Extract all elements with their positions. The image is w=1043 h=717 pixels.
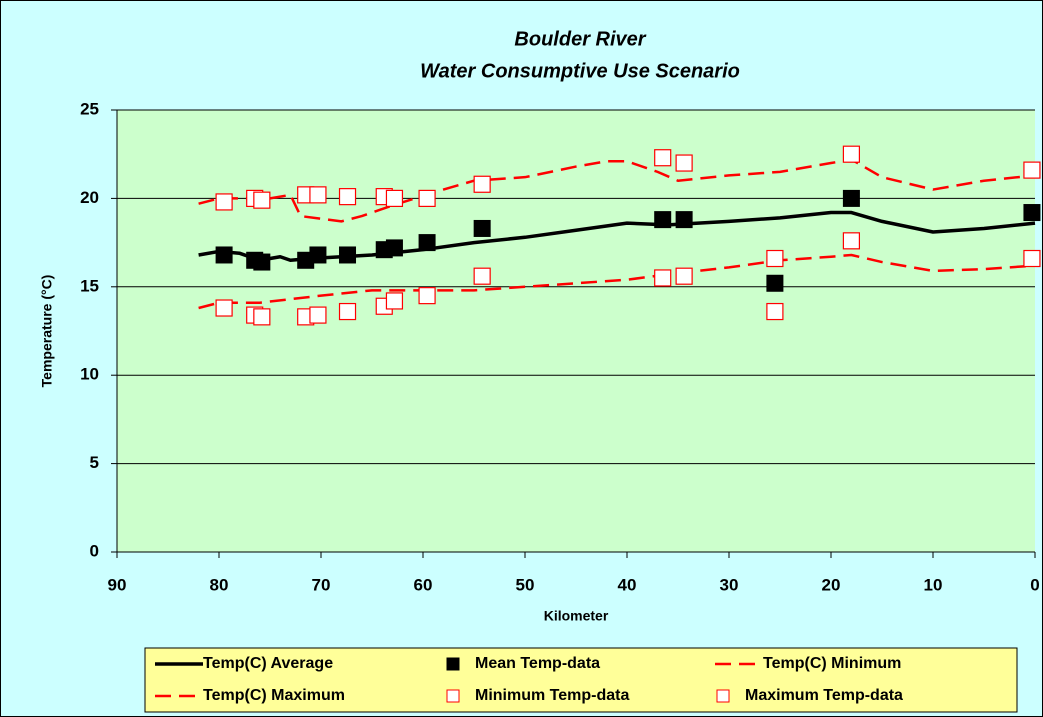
legend-label: Temp(C) Maximum: [203, 687, 345, 704]
x-tick-label: 50: [516, 575, 535, 594]
x-tick-label: 0: [1030, 575, 1039, 594]
y-tick-label: 0: [90, 541, 99, 560]
x-axis-label: Kilometer: [544, 608, 609, 624]
marker: [215, 193, 233, 211]
marker: [338, 302, 357, 321]
marker: [842, 189, 860, 207]
y-tick-label: 25: [80, 99, 99, 118]
marker: [309, 186, 327, 204]
series-line: [198, 210, 1036, 263]
marker: [339, 246, 357, 264]
y-tick-label: 5: [90, 453, 99, 472]
marker: [654, 149, 672, 167]
marker: [418, 287, 436, 305]
chart-title: Boulder River: [514, 28, 646, 50]
legend-label: Temp(C) Minimum: [763, 655, 901, 672]
marker: [309, 306, 327, 324]
x-tick-label: 30: [720, 575, 739, 594]
marker: [473, 175, 491, 193]
marker: [385, 189, 404, 207]
marker: [473, 219, 491, 237]
marker: [654, 211, 672, 229]
marker: [215, 299, 233, 317]
marker: [766, 302, 784, 321]
marker: [766, 274, 784, 292]
marker: [654, 269, 672, 287]
legend-swatch: [716, 689, 730, 703]
marker: [385, 239, 403, 257]
legend: [144, 647, 1018, 713]
chart-subtitle: Water Consumptive Use Scenario: [420, 60, 740, 82]
marker: [215, 246, 233, 264]
legend-label: Maximum Temp-data: [745, 687, 903, 704]
marker: [675, 267, 693, 285]
x-tick-label: 80: [210, 575, 229, 594]
marker: [473, 267, 491, 285]
legend-label: Temp(C) Average: [203, 655, 333, 672]
marker: [309, 246, 327, 264]
y-tick-label: 10: [80, 365, 99, 384]
marker: [766, 249, 784, 268]
marker: [385, 292, 404, 310]
marker: [338, 188, 357, 206]
marker: [253, 308, 271, 326]
marker: [675, 154, 693, 172]
x-tick-label: 20: [822, 575, 841, 594]
y-axis-label: Temperature (°C): [39, 275, 55, 388]
marker: [253, 253, 271, 271]
y-tick-label: 20: [80, 188, 99, 207]
x-tick-label: 40: [618, 575, 637, 594]
marker: [1023, 204, 1041, 222]
marker: [418, 189, 436, 207]
y-tick-label: 15: [80, 276, 99, 295]
x-tick-label: 60: [414, 575, 433, 594]
marker: [1023, 249, 1041, 268]
x-tick-label: 10: [924, 575, 943, 594]
legend-swatch: [446, 657, 460, 671]
legend-swatch: [446, 689, 460, 703]
marker: [675, 211, 693, 229]
marker: [842, 145, 861, 163]
legend-label: Minimum Temp-data: [475, 687, 629, 704]
marker: [418, 234, 436, 252]
x-tick-label: 90: [108, 575, 127, 594]
legend-label: Mean Temp-data: [475, 655, 600, 672]
marker: [842, 232, 861, 250]
x-tick-label: 70: [312, 575, 331, 594]
plot-area: [117, 110, 1035, 552]
marker: [1023, 161, 1041, 179]
marker: [253, 191, 271, 209]
